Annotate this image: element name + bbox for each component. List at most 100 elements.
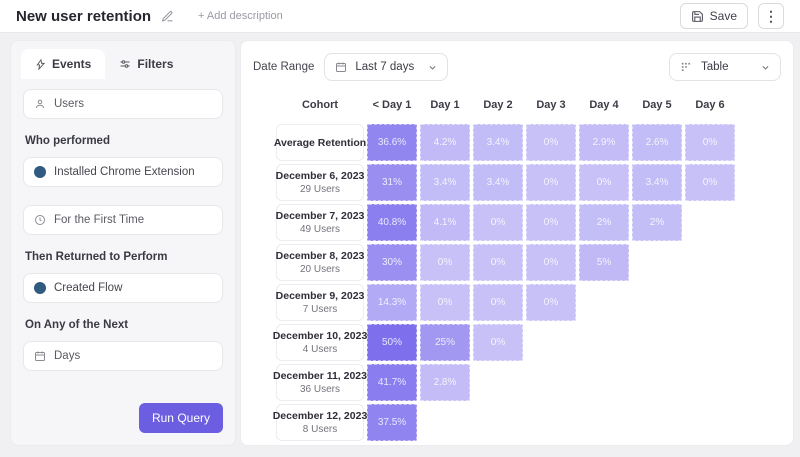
retention-cell[interactable]: 50% (367, 324, 417, 361)
first-time-field[interactable]: For the First Time (23, 205, 223, 235)
then-returned-label: Then Returned to Perform (25, 251, 168, 263)
heatmap-dots-icon (680, 61, 693, 74)
run-query-button[interactable]: Run Query (138, 403, 223, 433)
add-description-button[interactable]: + Add description (198, 10, 283, 22)
results-toolbar: Date Range Last 7 days Table (241, 41, 793, 85)
date-range-value: Last 7 days (355, 61, 415, 73)
empty-cell (526, 324, 576, 361)
tab-events-label: Events (52, 57, 92, 71)
view-selector-dropdown[interactable]: Table (669, 53, 781, 81)
retention-cell[interactable]: 0% (526, 204, 576, 241)
event-installed-chrome-extension[interactable]: Installed Chrome Extension (23, 157, 223, 187)
date-range-label: Date Range (253, 61, 315, 73)
empty-cell (579, 364, 629, 401)
empty-cell (632, 404, 682, 441)
retention-cell[interactable]: 3.4% (632, 164, 682, 201)
column-header: Day 5 (642, 99, 672, 111)
retention-cell[interactable]: 0% (526, 164, 576, 201)
days-field[interactable]: Days (23, 341, 223, 371)
retention-cell[interactable]: 3.4% (420, 164, 470, 201)
retention-cell[interactable]: 0% (473, 324, 523, 361)
calendar-icon (34, 350, 46, 362)
results-panel: Date Range Last 7 days Table Cohort < Day… (240, 40, 794, 446)
retention-cell[interactable]: 4.2% (420, 124, 470, 161)
edit-pencil-icon[interactable] (161, 10, 174, 23)
empty-cell (473, 364, 523, 401)
retention-cell[interactable]: 0% (473, 244, 523, 281)
retention-cell[interactable]: 0% (420, 284, 470, 321)
view-selector-value: Table (701, 61, 729, 73)
chevron-down-icon (428, 63, 437, 72)
retention-cell[interactable]: 37.5% (367, 404, 417, 441)
retention-cell[interactable]: 0% (579, 164, 629, 201)
empty-cell (685, 324, 735, 361)
retention-cell[interactable]: 30% (367, 244, 417, 281)
retention-cell[interactable]: 2.8% (420, 364, 470, 401)
retention-cell[interactable]: 14.3% (367, 284, 417, 321)
save-button[interactable]: Save (679, 3, 748, 29)
column-header: Day 1 (430, 99, 460, 111)
who-performed-label: Who performed (25, 135, 110, 147)
retention-cell[interactable]: 2.6% (632, 124, 682, 161)
retention-cell[interactable]: 0% (526, 284, 576, 321)
save-button-label: Save (709, 9, 737, 23)
event-1-label: Installed Chrome Extension (54, 166, 195, 178)
empty-cell (579, 404, 629, 441)
retention-cell[interactable]: 3.4% (473, 124, 523, 161)
empty-cell (579, 324, 629, 361)
cohort-cell: December 10, 2023 4 Users (273, 324, 367, 361)
retention-cell[interactable]: 0% (473, 284, 523, 321)
retention-cell[interactable]: 36.6% (367, 124, 417, 161)
empty-cell (420, 404, 470, 441)
empty-cell (632, 324, 682, 361)
retention-grid: Cohort < Day 1 Day 1 Day 2 Day 3 Day 4 Day 5 Da… (273, 93, 793, 441)
first-time-label: For the First Time (54, 214, 145, 226)
empty-cell (473, 404, 523, 441)
users-field[interactable]: Users (23, 89, 223, 119)
event-created-flow[interactable]: Created Flow (23, 273, 223, 303)
retention-cell[interactable]: 0% (685, 124, 735, 161)
retention-cell[interactable]: 41.7% (367, 364, 417, 401)
tab-filters[interactable]: Filters (105, 49, 187, 79)
retention-cell[interactable]: 25% (420, 324, 470, 361)
retention-cell[interactable]: 2.9% (579, 124, 629, 161)
retention-cell[interactable]: 0% (473, 204, 523, 241)
empty-cell (526, 364, 576, 401)
query-sidebar: Events Filters Users Who performed Insta… (10, 40, 236, 446)
kebab-icon: ⋮ (764, 7, 778, 24)
retention-cell[interactable]: 40.8% (367, 204, 417, 241)
lightning-icon (35, 58, 46, 70)
save-floppy-icon (691, 10, 704, 23)
column-header: Day 2 (483, 99, 513, 111)
retention-cell[interactable]: 4.1% (420, 204, 470, 241)
event-dot-icon (34, 166, 46, 178)
cohort-cell: December 6, 2023 29 Users (276, 164, 364, 201)
page-title: New user retention (16, 7, 152, 25)
empty-cell (685, 204, 735, 241)
more-options-button[interactable]: ⋮ (758, 3, 784, 29)
retention-cell[interactable]: 0% (685, 164, 735, 201)
column-header: Day 3 (536, 99, 566, 111)
cohort-cell: Average Retention (274, 124, 366, 161)
filters-slider-icon (119, 58, 131, 70)
retention-cell[interactable]: 3.4% (473, 164, 523, 201)
column-header: Day 4 (589, 99, 619, 111)
tab-events[interactable]: Events (21, 49, 106, 79)
empty-cell (632, 284, 682, 321)
event-dot-icon (34, 282, 46, 294)
sidebar-tabs: Events Filters (11, 41, 235, 79)
retention-cell[interactable]: 2% (632, 204, 682, 241)
retention-cell[interactable]: 0% (526, 244, 576, 281)
users-field-label: Users (54, 98, 85, 110)
tab-filters-label: Filters (137, 57, 174, 71)
empty-cell (526, 404, 576, 441)
retention-cell[interactable]: 5% (579, 244, 629, 281)
retention-cell[interactable]: 0% (526, 124, 576, 161)
retention-cell[interactable]: 31% (367, 164, 417, 201)
empty-cell (632, 244, 682, 281)
cohort-cell: December 11, 2023 36 Users (273, 364, 367, 401)
retention-cell[interactable]: 0% (420, 244, 470, 281)
retention-cell[interactable]: 2% (579, 204, 629, 241)
date-range-dropdown[interactable]: Last 7 days (324, 53, 449, 81)
